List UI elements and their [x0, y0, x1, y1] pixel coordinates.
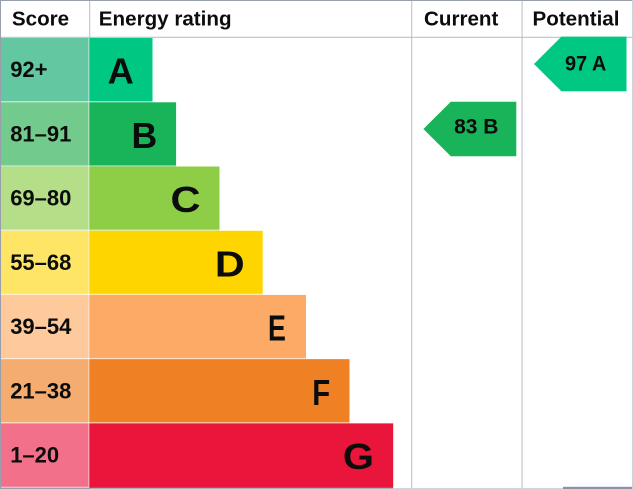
svg-text:92+: 92+: [10, 57, 47, 82]
svg-text:Potential: Potential: [533, 7, 620, 30]
svg-text:39–54: 39–54: [10, 314, 72, 339]
svg-text:C: C: [171, 179, 201, 220]
svg-text:83 B: 83 B: [454, 116, 498, 139]
svg-text:55–68: 55–68: [10, 250, 71, 275]
svg-text:D: D: [215, 243, 245, 284]
svg-text:Energy rating: Energy rating: [99, 7, 232, 30]
svg-text:G: G: [343, 436, 374, 477]
svg-text:Score: Score: [12, 7, 69, 30]
svg-text:E: E: [268, 308, 286, 349]
svg-text:F: F: [312, 372, 330, 413]
svg-text:69–80: 69–80: [10, 186, 71, 211]
svg-text:A: A: [108, 51, 134, 92]
svg-text:1–20: 1–20: [10, 443, 59, 468]
svg-text:B: B: [131, 115, 157, 156]
svg-text:21–38: 21–38: [10, 378, 71, 403]
svg-text:97 A: 97 A: [565, 53, 606, 76]
svg-text:81–91: 81–91: [10, 121, 71, 146]
svg-text:Current: Current: [424, 7, 499, 30]
